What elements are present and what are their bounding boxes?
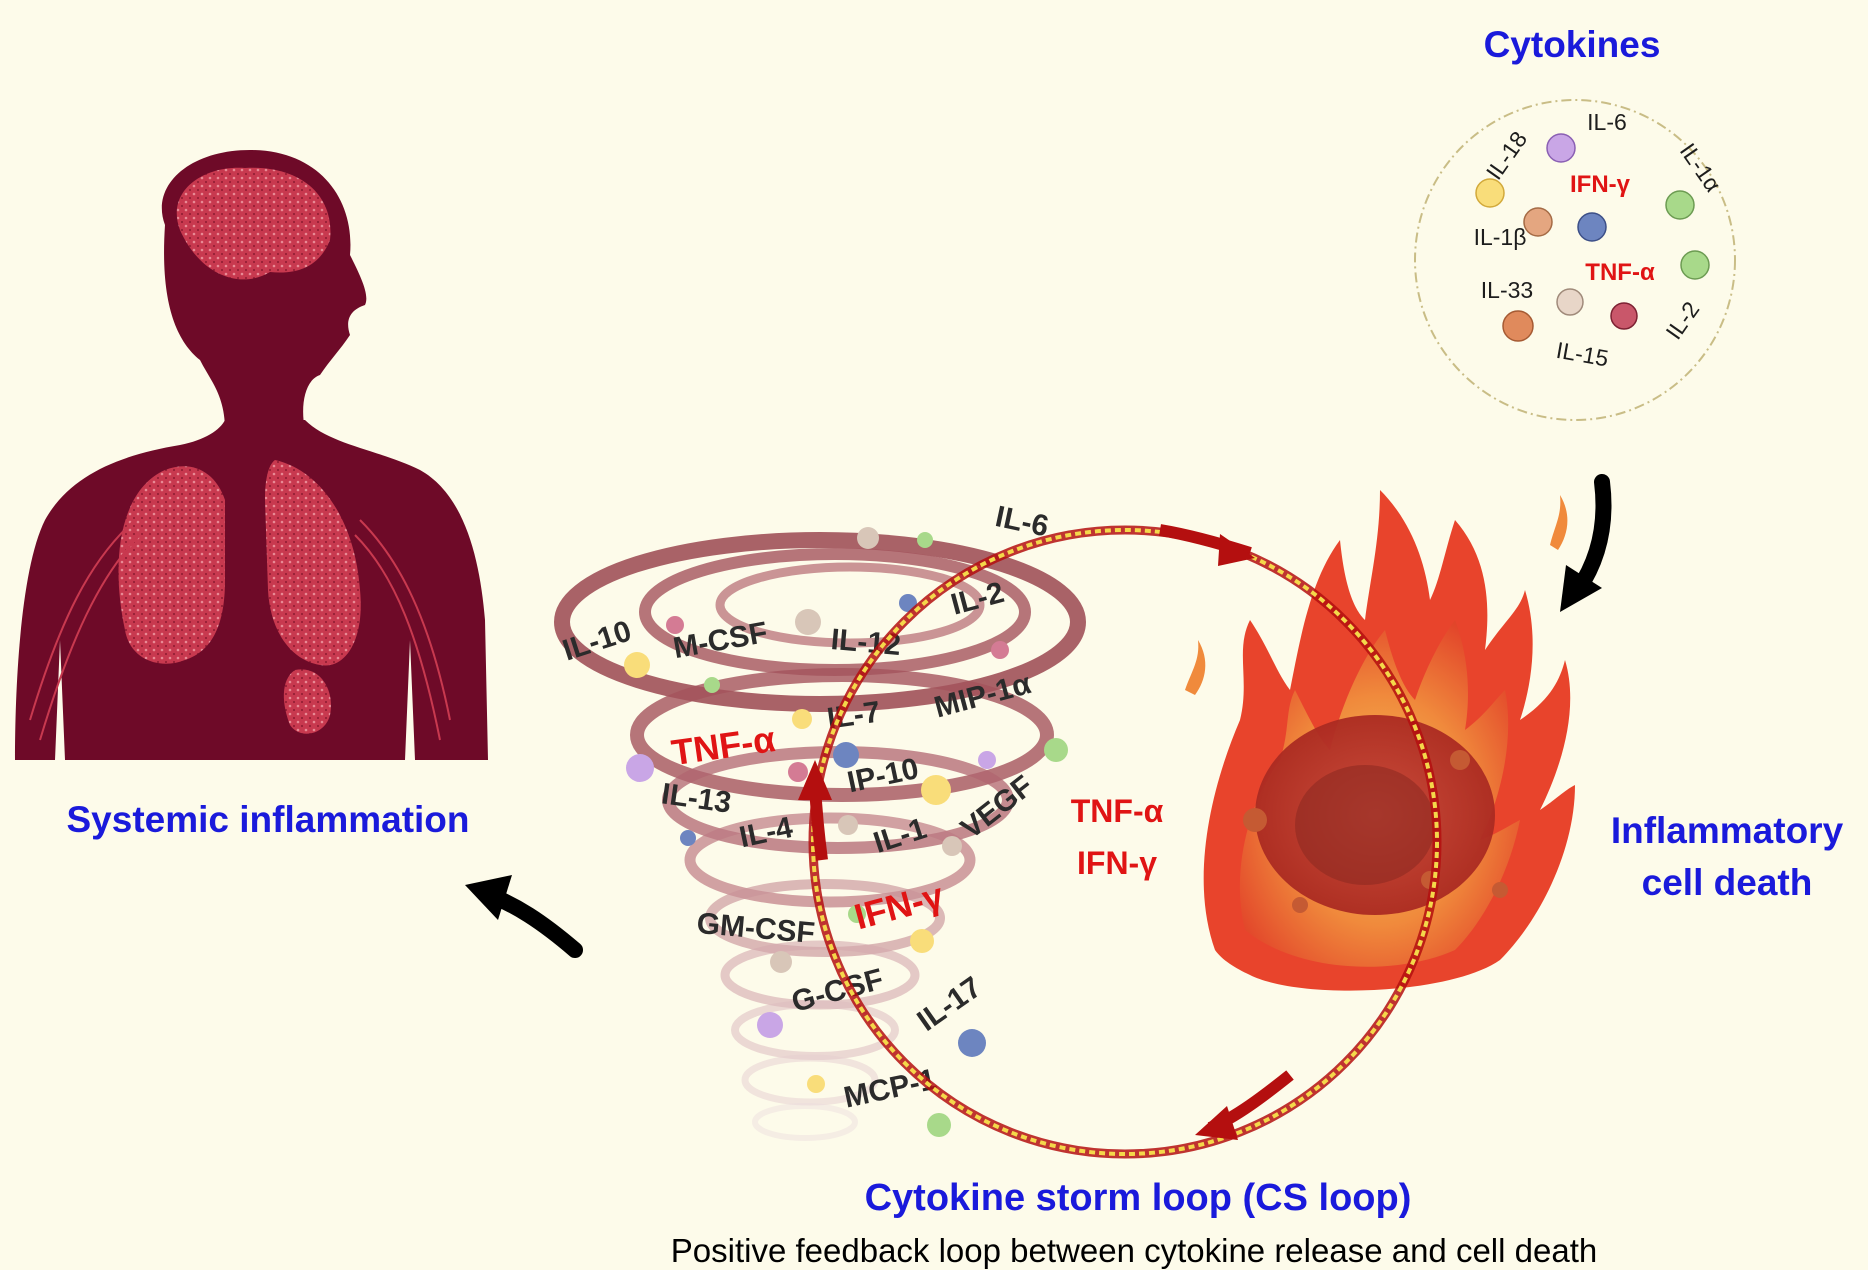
cytokine-dot [1680,250,1710,280]
cytokine-dot [680,830,696,846]
cytokine-dot [624,652,650,678]
cytokine-dot [770,951,792,973]
cytokine-dot [991,641,1009,659]
cytokine-dot [917,532,933,548]
cytokine-dot [857,527,879,549]
fire-icon [1185,490,1575,991]
il6-label: IL-6 [1587,109,1627,135]
human-body-icon [15,150,488,760]
cytokine-dot [792,709,812,729]
systemic-inflammation-title: Systemic inflammation [66,799,469,840]
cytokine-dot [910,929,934,953]
cytokine-dot [838,815,858,835]
cs-loop-caption: Positive feedback loop between cytokine … [671,1232,1597,1269]
cytokine-dot [927,1113,951,1137]
cytokine-dot [921,775,951,805]
cytokine-dot [1523,207,1553,237]
cytokine-dot [833,742,859,768]
center-ifng-label: IFN-γ [1077,845,1157,881]
center-tnfa-label: TNF-α [1071,793,1164,829]
cytokine-dot [795,609,821,635]
cytokine-dot [807,1075,825,1093]
cytokine-circle-icon: IL-18 IL-6 IL-1α IFN-γ IL-1β TNF-α IL-33… [1414,99,1736,421]
cs-loop-title: Cytokine storm loop (CS loop) [865,1177,1412,1219]
tnfa-label: TNF-α [1585,259,1655,286]
cytokine-dot [978,751,996,769]
arrow-to-fire-icon [1560,474,1612,612]
cytokine-dot [1475,178,1505,208]
cytokine-dot [1556,288,1584,316]
cs-loop-ring [808,525,1442,1159]
cytokine-dot [942,836,962,856]
il1b-label: IL-1β [1474,224,1527,250]
cytokine-dot [626,754,654,782]
cytokines-title: Cytokines [1484,24,1661,65]
cytokine-dot [848,905,866,923]
inflammatory-title-line1: Inflammatory [1611,810,1844,851]
tornado-il17-label: IL-17 [911,971,987,1038]
tornado-tnfa-label: TNF-α [669,718,778,773]
tornado-mip1a-label: MIP-1α [931,667,1035,725]
inflammatory-title-line2: cell death [1642,862,1813,903]
arrow-to-body-icon [465,875,583,958]
cytokine-dot [958,1029,986,1057]
cytokine-dot [788,762,808,782]
cytokine-dot [1665,190,1695,220]
cytokine-dot [1502,310,1534,342]
tornado-mcp1-label: MCP-1 [841,1063,939,1115]
cytokine-dot [1546,133,1576,163]
cytokine-dot [1044,738,1068,762]
il33-label: IL-33 [1481,277,1533,303]
ifng-label: IFN-γ [1570,171,1631,198]
cytokine-dot [1610,302,1638,330]
loop-arrow-icon [798,524,1294,1140]
tornado-gmcsf-label: GM-CSF [695,907,816,950]
cytokine-dot [666,616,684,634]
cytokine-dot [757,1012,783,1038]
cytokine-dot [704,677,720,693]
cytokine-dot [1577,212,1607,242]
